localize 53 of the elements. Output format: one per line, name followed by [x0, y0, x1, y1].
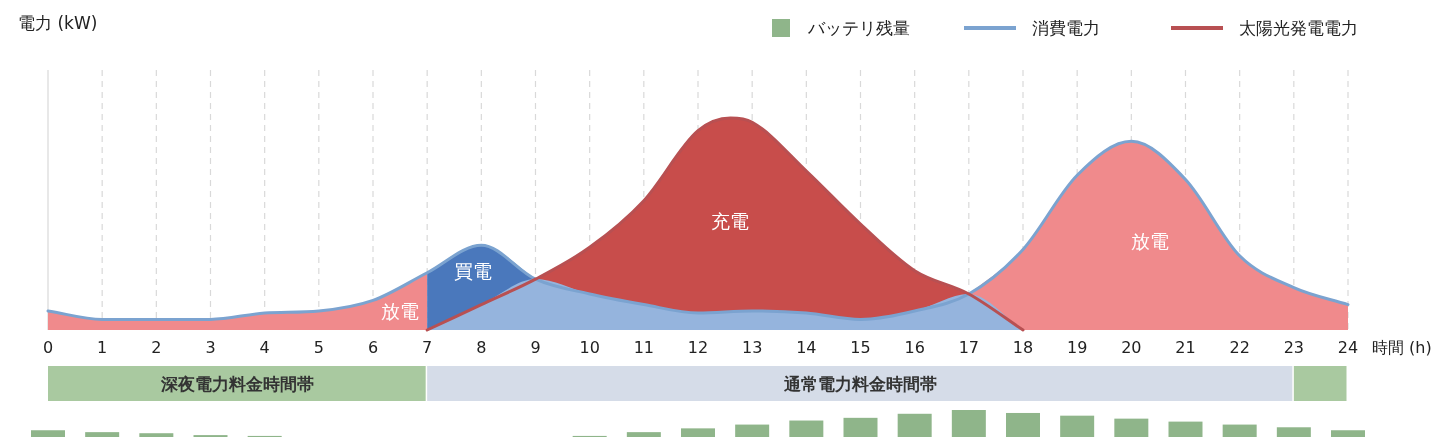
y-axis-title: 電力 (kW) — [18, 13, 98, 33]
x-tick-label: 7 — [422, 338, 433, 357]
x-tick-label: 4 — [259, 338, 270, 357]
bar — [31, 430, 65, 437]
x-tick-label: 3 — [205, 338, 216, 357]
bar — [789, 420, 824, 437]
x-tick-label: 5 — [313, 338, 324, 357]
x-tick-label: 0 — [42, 338, 54, 357]
x-tick-label: 20 — [1121, 338, 1142, 357]
bar — [681, 428, 715, 437]
x-tick-label: 10 — [579, 338, 600, 357]
x-tick-label: 8 — [476, 338, 487, 357]
bar — [1222, 424, 1257, 437]
annotation: 放電 — [381, 300, 419, 322]
series-label: 通常電力料金時間帯 — [783, 373, 937, 394]
bar — [85, 432, 120, 437]
x-tick-label: 24 — [1337, 338, 1359, 357]
x-tick-label: 21 — [1175, 338, 1196, 357]
bar — [1168, 421, 1203, 437]
x-tick-label: 1 — [97, 338, 108, 357]
x-tick-label: 16 — [904, 338, 925, 357]
bar — [843, 417, 878, 437]
legend-label: 太陽光発電電力 — [1239, 18, 1358, 38]
bar — [1006, 412, 1040, 437]
x-tick-label: 23 — [1283, 338, 1305, 357]
bar — [1331, 430, 1365, 437]
bar — [951, 410, 986, 437]
annotation: 買電 — [454, 260, 492, 282]
x-tick-label: 17 — [958, 338, 980, 357]
x-axis-title: 時間 (h) — [1372, 338, 1432, 357]
x-tick-label: 13 — [741, 338, 763, 357]
x-tick-label: 14 — [796, 338, 817, 357]
x-tick-label: 12 — [687, 338, 709, 357]
bar — [1114, 418, 1149, 437]
bar — [139, 433, 174, 437]
legend-label: 消費電力 — [1032, 18, 1100, 38]
legend-label: バッテリ残量 — [807, 18, 910, 38]
x-tick-label: 19 — [1066, 338, 1088, 357]
bar — [1060, 415, 1095, 437]
x-tick-label: 2 — [151, 338, 162, 357]
series-label: 深夜電力料金時間帯 — [160, 373, 315, 394]
x-tick-label: 6 — [367, 338, 379, 357]
annotation: 充電 — [711, 210, 749, 232]
x-tick-label: 15 — [850, 338, 871, 357]
x-tick-label: 9 — [530, 338, 541, 357]
bar — [897, 413, 932, 437]
x-tick-label: 18 — [1012, 338, 1034, 357]
x-tick-label: 22 — [1229, 338, 1250, 357]
bar — [735, 424, 770, 437]
bar — [626, 432, 661, 437]
annotation: 放電 — [1131, 230, 1169, 252]
bar — [1276, 427, 1311, 437]
x-tick-label: 11 — [633, 338, 655, 357]
